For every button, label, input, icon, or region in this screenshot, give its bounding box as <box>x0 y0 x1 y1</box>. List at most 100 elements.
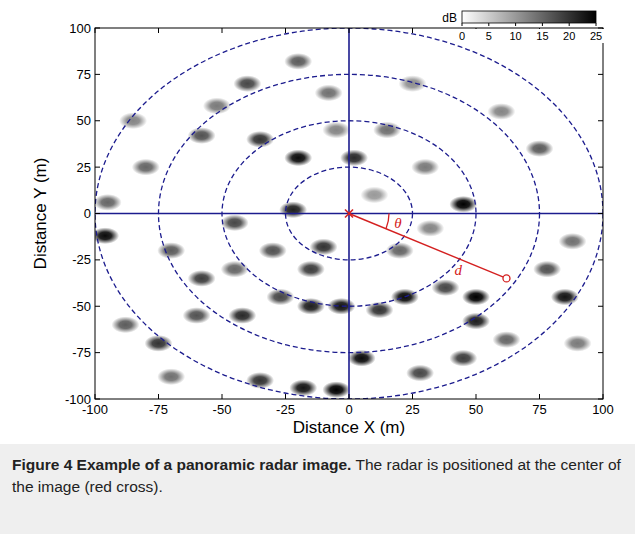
radar-return <box>399 75 427 92</box>
x-tick <box>349 394 350 399</box>
radar-return <box>289 380 317 397</box>
radar-return <box>340 150 368 167</box>
colorbar-tick-label: 25 <box>590 30 602 42</box>
plot-background <box>95 28 603 399</box>
x-tick-label: 25 <box>405 402 419 417</box>
radar-return <box>183 307 211 324</box>
colorbar-tick-label: 5 <box>486 30 492 42</box>
radar-return <box>449 350 477 367</box>
radar-return <box>233 75 261 92</box>
x-tick <box>539 394 540 399</box>
y-tick-label: 100 <box>69 21 91 36</box>
colorbar-label: dB <box>442 11 457 25</box>
radar-return <box>493 331 521 348</box>
y-axis-title: Distance Y (m) <box>31 158 50 270</box>
x-tick <box>412 28 413 33</box>
radar-return <box>95 227 119 244</box>
angle-arc <box>386 214 389 229</box>
x-axis-title: Distance X (m) <box>293 418 405 437</box>
y-tick-label: 0 <box>84 206 91 221</box>
radar-return <box>284 150 312 167</box>
y-tick-label: -50 <box>72 299 91 314</box>
colorbar-tick-label: 20 <box>563 30 575 42</box>
x-tick-label: 100 <box>592 402 614 417</box>
radar-return <box>157 242 185 259</box>
x-tick <box>603 394 604 399</box>
y-tick <box>95 120 100 121</box>
radar-return <box>462 313 490 330</box>
y-tick-label: -100 <box>65 392 91 407</box>
radar-return <box>411 159 439 176</box>
radar-return <box>315 85 343 102</box>
plot-area <box>95 28 603 399</box>
range-ring <box>95 28 603 399</box>
y-tick <box>598 399 603 400</box>
radar-return <box>462 289 490 306</box>
x-tick <box>285 28 286 33</box>
radar-return <box>112 316 140 333</box>
radar-return <box>259 242 287 259</box>
radar-return <box>449 196 477 213</box>
y-tick-label: 75 <box>77 67 91 82</box>
radar-return <box>373 122 401 139</box>
y-tick <box>95 213 100 214</box>
x-tick-label: -50 <box>213 402 232 417</box>
x-tick-label: 75 <box>532 402 546 417</box>
x-tick-label: -75 <box>149 402 168 417</box>
radar-cross <box>345 210 353 218</box>
radar-return <box>203 98 231 115</box>
distance-line <box>349 214 506 279</box>
y-tick <box>95 259 100 260</box>
x-tick <box>412 394 413 399</box>
target-marker <box>503 275 510 282</box>
colorbar-tick-label: 0 <box>459 30 465 42</box>
radar-return <box>297 298 325 315</box>
x-tick <box>158 28 159 33</box>
radar-return <box>228 307 256 324</box>
x-tick <box>95 394 96 399</box>
radar-cross <box>345 210 353 218</box>
colorbar-tick <box>488 23 489 26</box>
radar-return <box>533 261 561 278</box>
radar-return <box>487 103 515 120</box>
colorbar-label-patch <box>460 29 606 43</box>
plot-frame <box>95 28 603 399</box>
y-tick-label: -75 <box>72 345 91 360</box>
y-tick <box>598 213 603 214</box>
caption-title: Example of a panoramic radar image. <box>77 456 352 473</box>
radar-return <box>416 220 444 237</box>
radar-return <box>360 187 388 204</box>
colorbar-tick <box>569 23 570 26</box>
radar-return <box>188 127 216 144</box>
x-tick <box>222 394 223 399</box>
radar-return <box>559 233 587 250</box>
radar-return <box>564 335 592 352</box>
y-tick-label: 50 <box>77 113 91 128</box>
x-tick-label: 0 <box>345 402 352 417</box>
radar-return <box>132 159 160 176</box>
radar-return <box>322 381 350 398</box>
y-tick <box>95 167 100 168</box>
y-tick <box>95 74 100 75</box>
y-tick <box>598 28 603 29</box>
y-tick <box>598 352 603 353</box>
y-tick <box>95 28 100 29</box>
radar-return <box>95 194 122 211</box>
radar-return <box>221 261 249 278</box>
x-tick <box>349 28 350 33</box>
y-tick <box>598 306 603 307</box>
y-tick <box>598 74 603 75</box>
x-tick <box>476 394 477 399</box>
distance-label: d <box>454 262 462 278</box>
caption-label: Figure 4 <box>12 456 72 473</box>
colorbar-tick <box>596 23 597 26</box>
x-tick <box>222 28 223 33</box>
caption: Figure 4 Example of a panoramic radar im… <box>12 454 622 498</box>
x-tick <box>285 394 286 399</box>
y-tick-label: -25 <box>72 252 91 267</box>
x-tick <box>158 394 159 399</box>
radar-return <box>526 140 554 157</box>
angle-label: θ <box>394 215 402 231</box>
radar-return <box>551 289 579 306</box>
y-tick <box>95 352 100 353</box>
